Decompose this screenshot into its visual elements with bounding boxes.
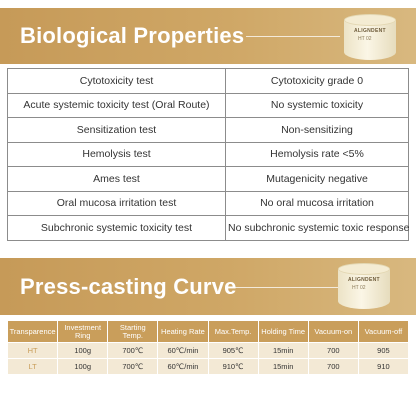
column-header: Transparence [6, 320, 59, 343]
divider-line [246, 36, 340, 37]
test-result: No subchronic systemic toxic response [225, 215, 410, 241]
press-casting-curve-banner: Press-casting Curve ALIGNDENT HT 02 [0, 258, 416, 315]
table-cell: 910℃ [207, 358, 259, 375]
table-cell: 910 [357, 358, 410, 375]
product-puck-image: ALIGNDENT HT 02 [338, 263, 390, 311]
puck-body [338, 269, 390, 309]
table-row: Cytotoxicity test Cytotoxicity grade 0 [7, 68, 409, 94]
table-cell: 700 [307, 358, 359, 375]
puck-brand-label: ALIGNDENT [348, 277, 380, 283]
section-title: Biological Properties [20, 23, 245, 48]
table-row: HT 100g 700℃ 60℃/min 905℃ 15min 700 905 [6, 342, 410, 359]
column-header: Holding Time [257, 320, 309, 343]
test-name: Ames test [7, 166, 226, 192]
table-row: Ames test Mutagenicity negative [7, 166, 409, 192]
test-result: No oral mucosa irritation [225, 190, 409, 216]
table-cell: 905℃ [207, 342, 259, 359]
table-row: Hemolysis test Hemolysis rate <5% [7, 141, 409, 167]
table-cell: 905 [357, 342, 410, 359]
table-cell: 15min [257, 342, 309, 359]
puck-code-label: HT 02 [352, 285, 366, 291]
test-name: Cytotoxicity test [7, 68, 226, 94]
test-result: Hemolysis rate <5% [225, 141, 409, 167]
table-row: Oral mucosa irritation test No oral muco… [7, 190, 409, 216]
header-row: Transparence Investment Ring Starting Te… [6, 320, 410, 343]
test-result: Non-sensitizing [225, 117, 409, 143]
divider-line [234, 286, 338, 288]
table-cell: 700 [307, 342, 359, 359]
transparence-cell: LT [6, 358, 59, 375]
column-header: Max.Temp. [207, 320, 259, 343]
puck-code-label: HT 02 [358, 36, 372, 42]
column-header: Vacuum-off [357, 320, 410, 343]
table-row: Sensitization test Non-sensitizing [7, 117, 409, 143]
puck-brand-label: ALIGNDENT [354, 28, 386, 34]
puck-top [344, 14, 396, 26]
test-result: Mutagenicity negative [225, 166, 409, 192]
puck-top [338, 263, 390, 275]
table-cell: 100g [57, 358, 109, 375]
transparence-cell: HT [6, 342, 59, 359]
column-header: Investment Ring [57, 320, 109, 343]
table-cell: 60℃/min [157, 342, 209, 359]
test-name: Sensitization test [7, 117, 226, 143]
press-casting-table: Transparence Investment Ring Starting Te… [6, 320, 410, 375]
column-header: Vacuum-on [307, 320, 359, 343]
table-row: Acute systemic toxicity test (Oral Route… [7, 92, 409, 118]
table-cell: 60℃/min [157, 358, 209, 375]
test-result: No systemic toxicity [225, 92, 409, 118]
test-name: Oral mucosa irritation test [7, 190, 226, 216]
biological-properties-banner: Biological Properties ALIGNDENT HT 02 [0, 8, 416, 64]
column-header: Heating Rate [157, 320, 209, 343]
table-row: Subchronic systemic toxicity test No sub… [7, 215, 410, 241]
table-cell: 700℃ [107, 342, 159, 359]
section-title: Press-casting Curve [20, 273, 237, 299]
table-cell: 15min [257, 358, 309, 375]
product-puck-image: ALIGNDENT HT 02 [344, 14, 396, 62]
column-header: Starting Temp. [107, 320, 159, 343]
test-name: Acute systemic toxicity test (Oral Route… [7, 92, 226, 118]
table-row: LT 100g 700℃ 60℃/min 910℃ 15min 700 910 [6, 358, 410, 375]
puck-body [344, 20, 396, 60]
biological-properties-table: Cytotoxicity test Cytotoxicity grade 0 A… [7, 68, 410, 241]
table-cell: 700℃ [107, 358, 159, 375]
test-name: Hemolysis test [7, 141, 226, 167]
table-cell: 100g [57, 342, 109, 359]
test-name: Subchronic systemic toxicity test [7, 215, 226, 241]
test-result: Cytotoxicity grade 0 [225, 68, 409, 94]
